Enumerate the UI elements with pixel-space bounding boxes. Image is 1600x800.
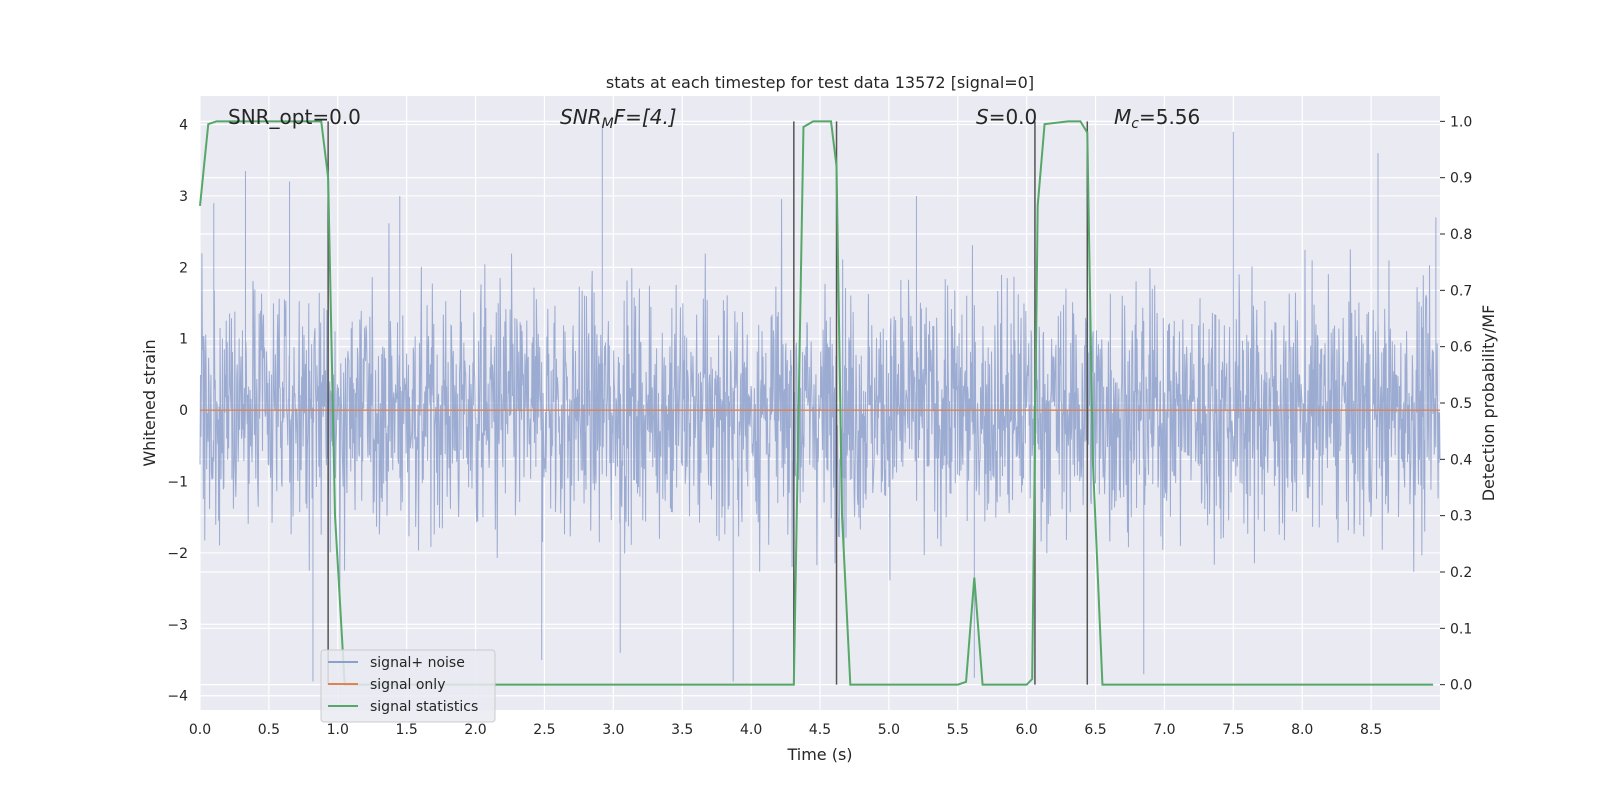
y2-axis-label: Detection probability/MF [1479,305,1498,502]
y2-tick-label: 0.5 [1450,396,1472,412]
snr-mf-base: SNR [560,105,602,129]
y2-tick-label: 0.6 [1450,340,1472,356]
y-tick-label: −1 [167,475,188,491]
x-tick-label: 5.5 [947,722,969,738]
x-tick-label: 6.5 [1084,722,1106,738]
y2-tick-label: 0.7 [1450,283,1472,299]
legend-label-stats: signal statistics [370,699,478,715]
x-tick-label: 1.5 [396,722,418,738]
chart-title: stats at each timestep for test data 135… [606,73,1034,92]
x-tick-label: 0.0 [189,722,211,738]
x-tick-label: 2.5 [533,722,555,738]
y2-tick-label: 0.1 [1450,621,1472,637]
legend-label-noise: signal+ noise [370,655,465,671]
y-tick-label: 0 [179,403,188,419]
mc-symbol: M [1114,105,1131,129]
x-tick-label: 4.0 [740,722,762,738]
y2-tick-label: 0.2 [1450,565,1472,581]
signal-noise-line [199,124,1441,682]
mc-subscript: c [1131,116,1139,132]
x-tick-label: 2.0 [464,722,486,738]
y-tick-label: −4 [167,689,188,705]
x-tick-label: 7.0 [1153,722,1175,738]
y-tick-label: 3 [179,189,188,205]
snr-mf-rest: F=[4.] [614,105,677,129]
mc-value: =5.56 [1139,105,1200,129]
signal-noise-series [199,124,1441,682]
y2-tick-label: 0.0 [1450,678,1472,694]
signal-statistics-series [199,120,1434,686]
annotation-snr-mf: SNRMF=[4.] [560,105,677,132]
annotation-s: S=0.0 [976,105,1037,129]
x-tick-label: 4.5 [809,722,831,738]
annotation-mc: Mc=5.56 [1114,105,1200,132]
legend-box [320,649,496,723]
x-tick-label: 3.0 [602,722,624,738]
x-tick-label: 0.5 [258,722,280,738]
y-tick-label: 4 [179,118,188,134]
signal-statistics-line [199,120,1434,686]
x-axis-label: Time (s) [786,745,852,764]
s-symbol: S [976,105,989,129]
y2-tick-label: 0.3 [1450,509,1472,525]
y-axis-label: Whitened strain [140,339,159,466]
y2-tick-label: 0.9 [1450,171,1472,187]
snr-mf-sub: M [602,116,614,132]
y-tick-label: −3 [167,617,188,633]
legend: signal+ noise signal only signal statist… [320,649,496,723]
y-tick-label: 1 [179,332,188,348]
y-tick-label: 2 [179,260,188,276]
legend-label-signal: signal only [370,677,445,693]
y-tick-label: −2 [167,546,188,562]
y2-tick-label: 0.4 [1450,452,1472,468]
x-tick-label: 7.5 [1222,722,1244,738]
x-tick-label: 3.5 [671,722,693,738]
y2-tick-label: 1.0 [1450,114,1472,130]
x-tick-label: 8.0 [1291,722,1313,738]
annotation-snr-opt: SNR_opt=0.0 [228,105,361,129]
s-value: =0.0 [989,105,1038,129]
x-tick-label: 6.0 [1016,722,1038,738]
y2-tick-label: 0.8 [1450,227,1472,243]
x-tick-label: 5.0 [878,722,900,738]
x-tick-label: 1.0 [327,722,349,738]
axis-ticks: 0.0 0.5 1.0 1.5 2.0 2.5 3.0 3.5 4.0 4.5 5.0 5.5 6.0 6… [167,114,1472,738]
x-tick-label: 8.5 [1360,722,1382,738]
